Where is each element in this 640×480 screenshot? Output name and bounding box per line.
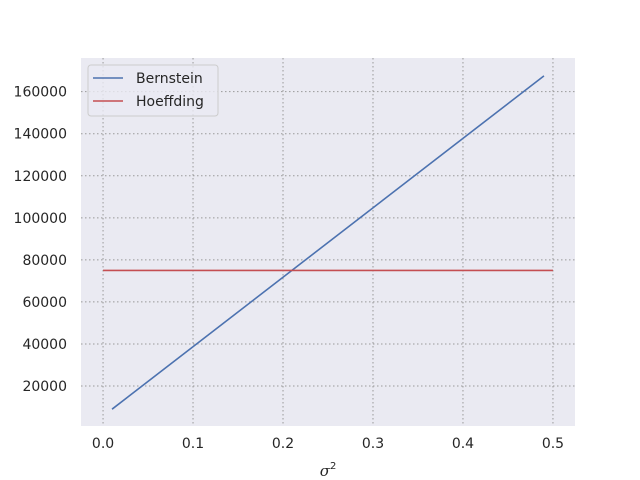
x-tick-label: 0.3: [362, 436, 384, 452]
x-axis-label-superscript: 2: [330, 461, 336, 472]
y-tick-label: 40000: [22, 337, 67, 353]
series-lines: [103, 75, 553, 410]
x-tick-label: 0.0: [92, 436, 114, 452]
grid: [81, 58, 575, 426]
x-tick-label: 0.2: [272, 436, 294, 452]
legend: Bernstein Hoeffding: [87, 64, 219, 117]
y-tick-label: 80000: [22, 253, 67, 269]
legend-label-hoeffding: Hoeffding: [136, 94, 204, 110]
x-tick-label: 0.4: [452, 436, 474, 452]
y-tick-label: 140000: [14, 127, 67, 143]
y-tick-label: 100000: [14, 211, 67, 227]
x-tick-label: 0.5: [542, 436, 564, 452]
legend-label-bernstein: Bernstein: [136, 71, 203, 87]
series-line-bernstein: [111, 75, 545, 410]
y-tick-label: 120000: [14, 169, 67, 185]
x-axis-label-symbol: σ: [320, 462, 331, 480]
y-tick-label: 20000: [22, 379, 67, 395]
y-tick-label: 60000: [22, 295, 67, 311]
x-axis-label: σ2: [320, 461, 337, 480]
x-axis-ticks: 0.0 0.1 0.2 0.3 0.4 0.5: [92, 436, 564, 452]
x-tick-label: 0.1: [182, 436, 204, 452]
y-axis-ticks: 20000 40000 60000 80000 100000 120000 140000 16…: [14, 85, 67, 395]
y-tick-label: 160000: [14, 85, 67, 101]
